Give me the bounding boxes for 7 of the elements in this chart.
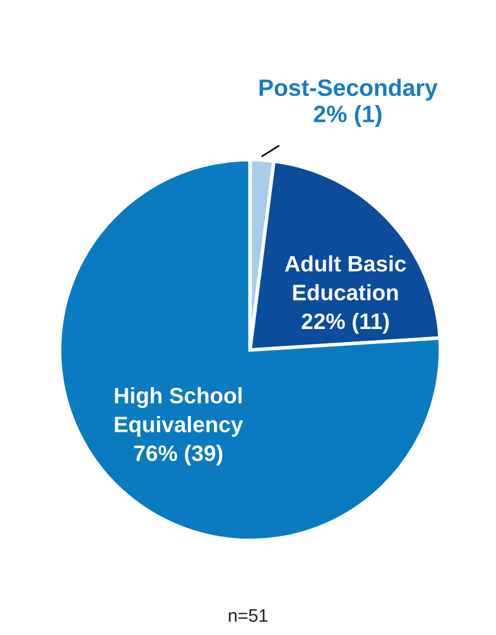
data-label: 76% (39): [134, 444, 222, 466]
text: n=51: [228, 609, 268, 622]
slice-label: High School Equivalency: [114, 387, 244, 437]
data-label: 2% (1): [314, 105, 382, 128]
slice-label: Adult Basic Education: [284, 255, 406, 300]
data-label: 22% (11): [302, 312, 389, 334]
slice-label: Post-Secondary: [260, 78, 438, 101]
